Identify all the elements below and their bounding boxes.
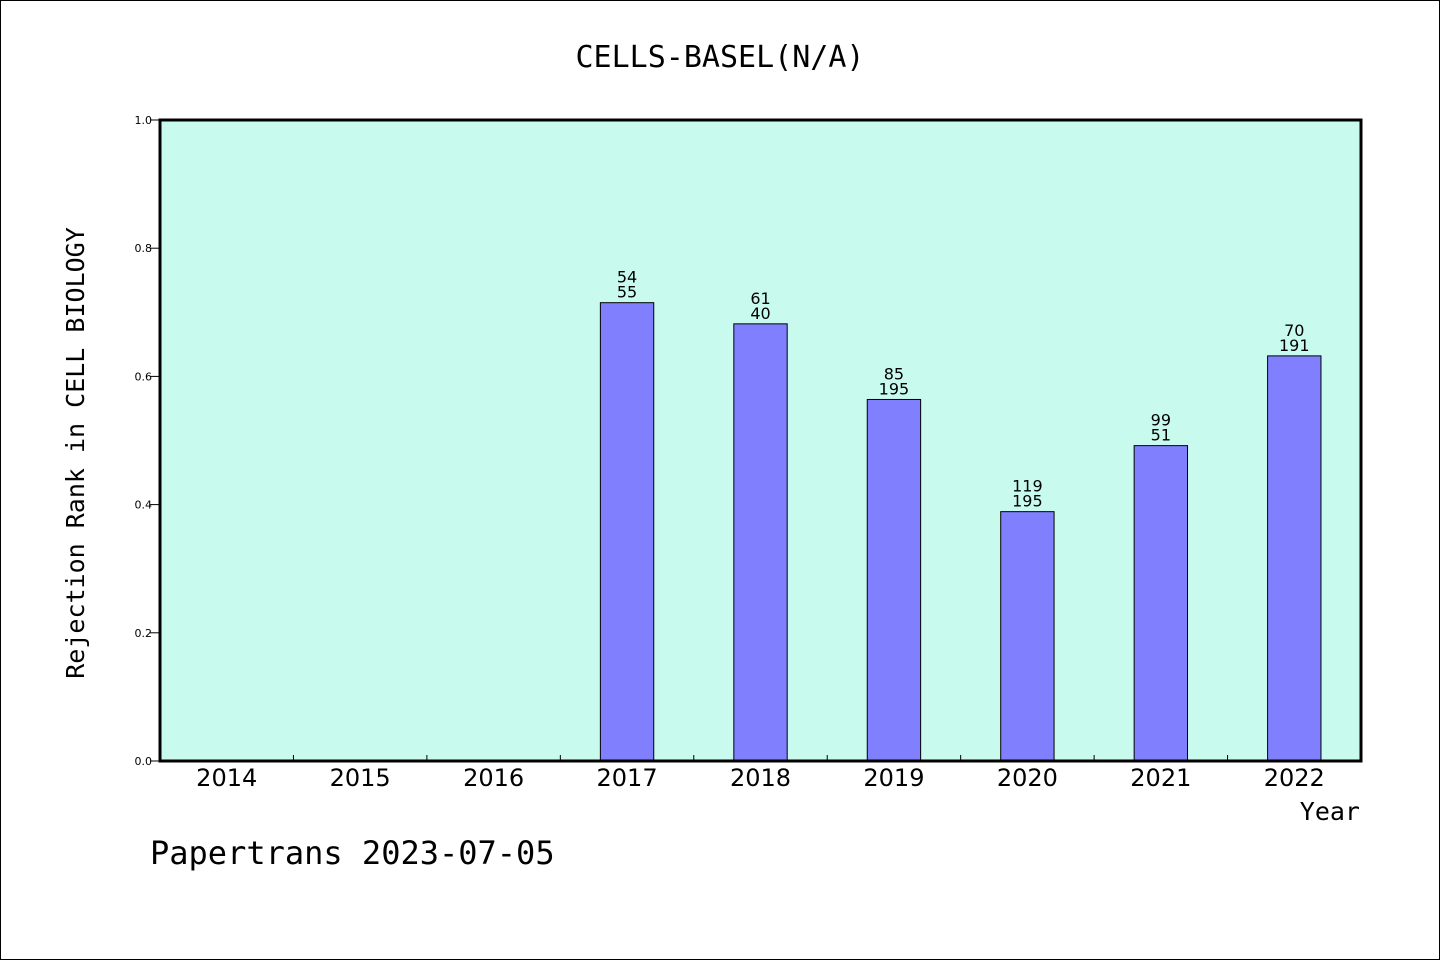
bar-2017 [599,302,655,762]
y-axis: 0.0 0.2 0.4 0.6 0.8 1.0 [135,114,160,768]
y-tick-label: 1.0 [135,114,153,127]
bar-label-bottom: 55 [617,283,637,302]
x-tick-label: 2014 [196,764,257,792]
bar-label-bottom: 195 [1012,492,1043,511]
bar-label-top: 70 [1284,321,1304,340]
x-tick-label: 2019 [863,764,924,792]
bar-2018 [733,323,788,762]
footer-credit: Papertrans 2023-07-05 [150,834,555,872]
y-tick-label: 0.2 [135,627,153,640]
y-tick-label: 0.8 [135,242,153,255]
x-tick-label: 2015 [330,764,391,792]
y-tick-label: 0.6 [135,370,153,383]
plot-border [158,118,1363,763]
y-tick-label: 0.4 [135,499,153,512]
x-tick-label: 2016 [463,764,524,792]
x-tick-label: 2021 [1130,764,1191,792]
bar-label-top: 61 [750,289,770,308]
chart-title: CELLS-BASEL(N/A) [576,40,865,75]
bar-label-top: 119 [1012,477,1043,496]
y-axis-title: Rejection Rank in CELL BIOLOGY [61,227,90,679]
x-axis: 2014 2015 2016 2017 2018 2019 2020 2021 2022 [196,755,1325,792]
bar-2019 [866,398,922,762]
bar-label-top: 54 [617,268,637,287]
bar-label-bottom: 195 [879,379,910,398]
y-tick-label: 0.0 [135,755,153,768]
bar-2020 [1000,511,1055,762]
x-tick-label: 2017 [597,764,658,792]
bar-2022 [1267,355,1322,762]
bar-label-bottom: 40 [750,304,770,323]
bar-label-top: 99 [1151,411,1171,430]
bar-label-top: 85 [884,364,904,383]
bar-2021 [1133,445,1189,762]
bar-label-bottom: 191 [1279,336,1310,355]
x-axis-title: Year [1300,797,1360,826]
x-tick-label: 2022 [1264,764,1325,792]
x-tick-label: 2020 [997,764,1058,792]
x-tick-label: 2018 [730,764,791,792]
bar-label-bottom: 51 [1151,426,1171,445]
